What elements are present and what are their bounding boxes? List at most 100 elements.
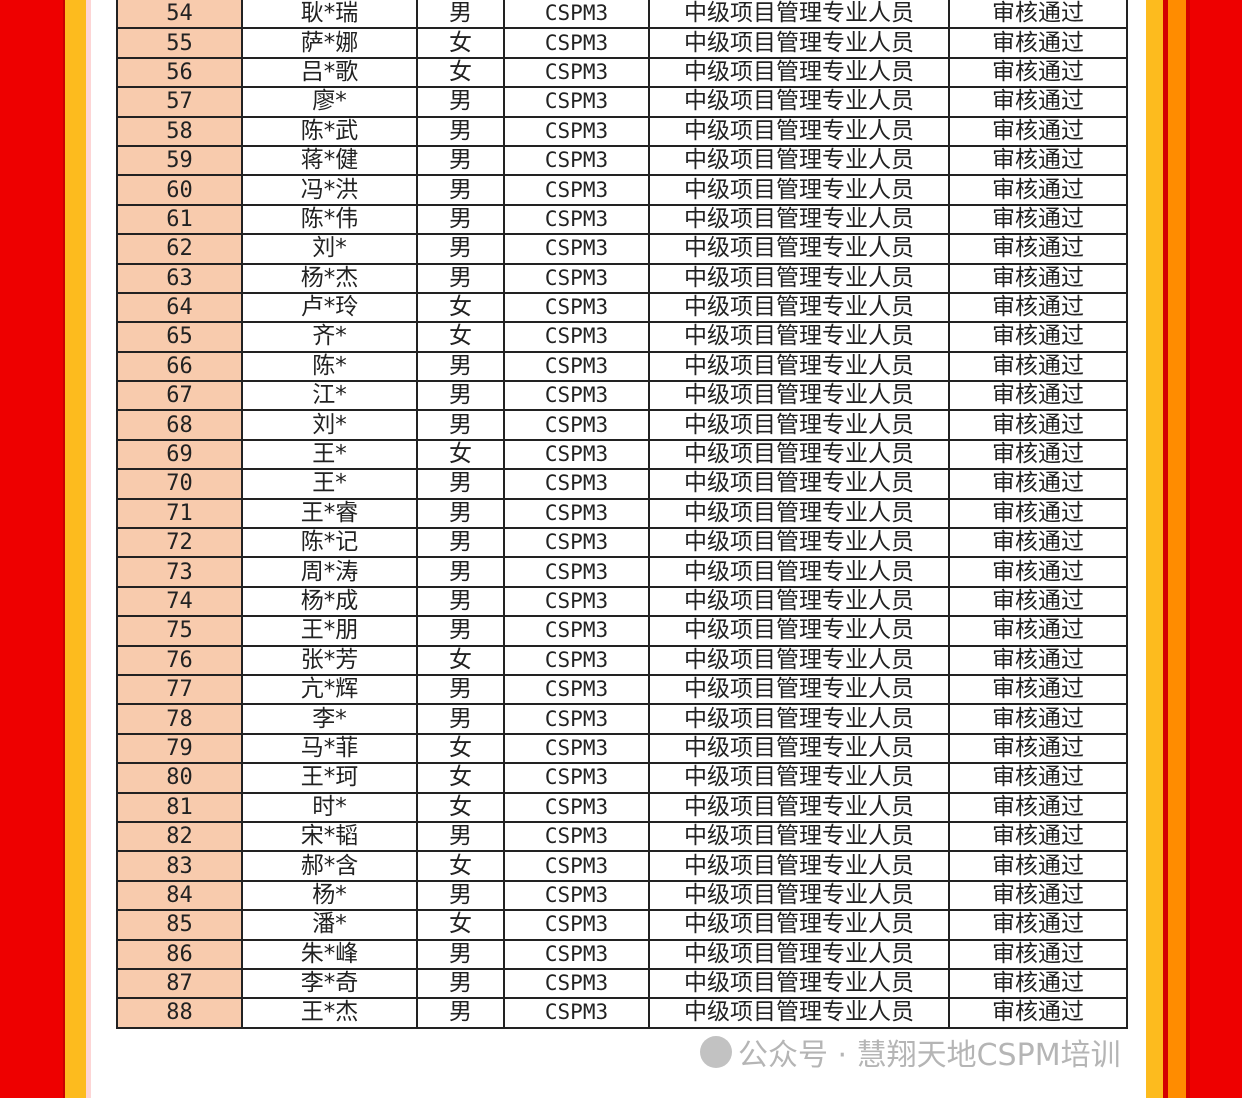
- name-cell: 冯*洪: [241, 174, 418, 206]
- level-cell: 中级项目管理专业人员: [648, 291, 950, 324]
- table-row: 67 江* 男 CSPM3 中级项目管理专业人员 审核通过: [116, 380, 1128, 412]
- level-cell: 中级项目管理专业人员: [648, 997, 950, 1029]
- level-cell: 中级项目管理专业人员: [648, 174, 950, 206]
- gender-cell: 男: [416, 585, 505, 618]
- status-cell: 审核通过: [948, 380, 1128, 412]
- status-cell: 审核通过: [948, 850, 1128, 882]
- table-row: 81 时* 女 CSPM3 中级项目管理专业人员 审核通过: [116, 791, 1128, 823]
- status-cell: 审核通过: [948, 820, 1128, 853]
- gender-cell: 男: [416, 556, 505, 588]
- status-cell: 审核通过: [948, 203, 1128, 236]
- status-cell: 审核通过: [948, 909, 1128, 941]
- name-cell: 宋*韬: [241, 820, 418, 853]
- gender-cell: 女: [416, 850, 505, 882]
- name-cell: 王*朋: [241, 615, 418, 647]
- level-cell: 中级项目管理专业人员: [648, 644, 950, 676]
- row-number: 71: [116, 497, 243, 530]
- level-code-cell: CSPM3: [503, 938, 650, 970]
- table-row: 65 齐* 女 CSPM3 中级项目管理专业人员 审核通过: [116, 321, 1128, 353]
- level-cell: 中级项目管理专业人员: [648, 703, 950, 735]
- status-cell: 审核通过: [948, 56, 1128, 89]
- row-number: 63: [116, 262, 243, 294]
- table-row: 76 张*芳女 CSPM3 中级项目管理专业人员 审核通过: [116, 644, 1128, 676]
- table-row: 74 杨*成男 CSPM3 中级项目管理专业人员 审核通过: [116, 585, 1128, 618]
- row-number: 81: [116, 791, 243, 823]
- name-cell: 李*: [241, 703, 418, 735]
- gender-cell: 男: [416, 497, 505, 530]
- row-number: 67: [116, 380, 243, 412]
- level-code-cell: CSPM3: [503, 321, 650, 353]
- gender-cell: 男: [416, 820, 505, 853]
- level-code-cell: CSPM3: [503, 262, 650, 294]
- frame-right-yellow: [1146, 0, 1163, 1098]
- level-cell: 中级项目管理专业人员: [648, 262, 950, 294]
- level-code-cell: CSPM3: [503, 850, 650, 882]
- level-code-cell: CSPM3: [503, 203, 650, 236]
- status-cell: 审核通过: [948, 438, 1128, 471]
- row-number: 73: [116, 556, 243, 588]
- gender-cell: 男: [416, 233, 505, 265]
- frame-left-red: [0, 0, 63, 1098]
- table-row: 55 萨*娜女 CSPM3 中级项目管理专业人员 审核通过: [116, 27, 1128, 59]
- level-cell: 中级项目管理专业人员: [648, 732, 950, 765]
- approval-list-table: 54 耿*瑞男 CSPM3 中级项目管理专业人员 审核通过 55 萨*娜女 CSPM3 中级项目…: [116, 0, 1128, 1029]
- level-code-cell: CSPM3: [503, 27, 650, 59]
- level-cell: 中级项目管理专业人员: [648, 321, 950, 353]
- status-cell: 审核通过: [948, 144, 1128, 177]
- table-row: 69 王* 女 CSPM3 中级项目管理专业人员 审核通过: [116, 438, 1128, 471]
- level-code-cell: CSPM3: [503, 585, 650, 618]
- level-cell: 中级项目管理专业人员: [648, 27, 950, 59]
- status-cell: 审核通过: [948, 967, 1128, 1000]
- level-code-cell: CSPM3: [503, 762, 650, 794]
- name-cell: 廖*: [241, 86, 418, 118]
- gender-cell: 男: [416, 0, 505, 30]
- level-code-cell: CSPM3: [503, 967, 650, 1000]
- status-cell: 审核通过: [948, 997, 1128, 1029]
- table-row: 62 刘* 男 CSPM3 中级项目管理专业人员 审核通过: [116, 233, 1128, 265]
- name-cell: 陈*: [241, 350, 418, 383]
- table-row: 77 亢*辉男 CSPM3 中级项目管理专业人员 审核通过: [116, 673, 1128, 706]
- frame-left-pink: [86, 0, 91, 1098]
- gender-cell: 女: [416, 644, 505, 676]
- level-code-cell: CSPM3: [503, 174, 650, 206]
- row-number: 55: [116, 27, 243, 59]
- gender-cell: 女: [416, 909, 505, 941]
- level-cell: 中级项目管理专业人员: [648, 527, 950, 559]
- frame-left-darkred: [63, 0, 65, 1098]
- frame-right-orange: [1168, 0, 1186, 1098]
- name-cell: 江*: [241, 380, 418, 412]
- table-row: 73 周*涛男 CSPM3 中级项目管理专业人员 审核通过: [116, 556, 1128, 588]
- row-number: 80: [116, 762, 243, 794]
- name-cell: 时*: [241, 791, 418, 823]
- table-row: 83 郝*含女 CSPM3 中级项目管理专业人员 审核通过: [116, 850, 1128, 882]
- level-code-cell: CSPM3: [503, 615, 650, 647]
- level-cell: 中级项目管理专业人员: [648, 115, 950, 147]
- level-code-cell: CSPM3: [503, 380, 650, 412]
- level-cell: 中级项目管理专业人员: [648, 468, 950, 500]
- gender-cell: 女: [416, 291, 505, 324]
- row-number: 83: [116, 850, 243, 882]
- row-number: 79: [116, 732, 243, 765]
- status-cell: 审核通过: [948, 703, 1128, 735]
- gender-cell: 男: [416, 527, 505, 559]
- name-cell: 陈*武: [241, 115, 418, 147]
- status-cell: 审核通过: [948, 233, 1128, 265]
- status-cell: 审核通过: [948, 291, 1128, 324]
- level-code-cell: CSPM3: [503, 350, 650, 383]
- level-code-cell: CSPM3: [503, 644, 650, 676]
- row-number: 82: [116, 820, 243, 853]
- status-cell: 审核通过: [948, 527, 1128, 559]
- table-row: 63 杨*杰男 CSPM3 中级项目管理专业人员 审核通过: [116, 262, 1128, 294]
- row-number: 57: [116, 86, 243, 118]
- level-cell: 中级项目管理专业人员: [648, 233, 950, 265]
- table-row: 78 李* 男 CSPM3 中级项目管理专业人员 审核通过: [116, 703, 1128, 735]
- table-row: 75 王*朋男 CSPM3 中级项目管理专业人员 审核通过: [116, 615, 1128, 647]
- level-code-cell: CSPM3: [503, 997, 650, 1029]
- gender-cell: 女: [416, 438, 505, 471]
- table-row: 64 卢*玲女 CSPM3 中级项目管理专业人员 审核通过: [116, 291, 1128, 324]
- level-cell: 中级项目管理专业人员: [648, 850, 950, 882]
- name-cell: 齐*: [241, 321, 418, 353]
- level-code-cell: CSPM3: [503, 791, 650, 823]
- gender-cell: 男: [416, 203, 505, 236]
- row-number: 58: [116, 115, 243, 147]
